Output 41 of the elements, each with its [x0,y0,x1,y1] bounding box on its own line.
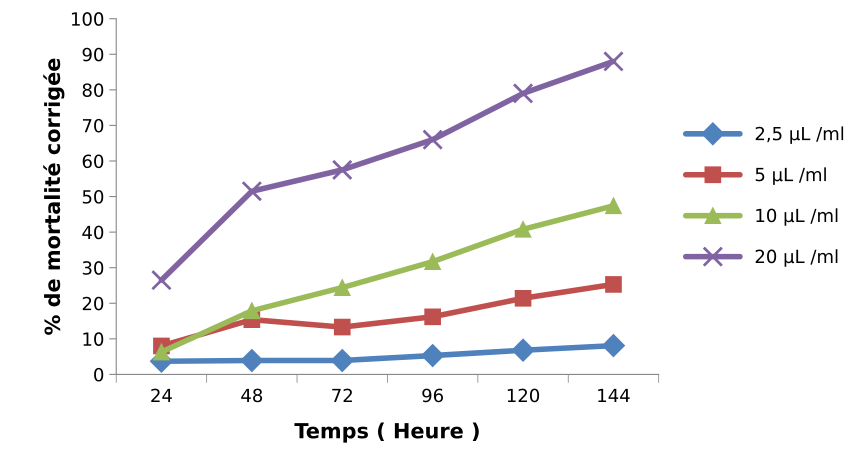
x-tick-label: 24 [151,388,172,402]
y-tick-label: 80 [82,83,104,97]
legend-label: 10 µL /ml [756,208,838,226]
point [514,220,532,238]
point [603,50,624,72]
point [514,290,532,307]
y-tick-label: 70 [82,118,104,133]
point [421,344,444,368]
y-tick-label: 30 [82,261,104,275]
point [605,197,622,214]
y-tick-label: 50 [82,190,104,204]
point [241,180,262,202]
y-tick-label: 40 [82,226,104,240]
y-tick-label: 10 [83,332,104,346]
y-tick-label: 100 [72,12,104,26]
x-axis-title: Temps ( Heure ) [294,422,479,443]
point [334,279,351,296]
point [151,270,172,291]
point [605,276,622,293]
legend-label: 5 µL /ml [756,167,826,185]
point [244,302,260,320]
x-tick-label: 120 [508,388,540,402]
point [422,129,444,150]
x-tick-label: 96 [422,388,444,402]
x-tick-label: 72 [332,388,352,402]
x-tick-label: 48 [241,388,262,402]
point [153,344,170,360]
y-axis-title: % de mortalité corrigée [43,58,64,335]
y-tick-label: 20 [82,296,104,310]
point [332,159,353,180]
y-tick-label: 0 [94,368,104,382]
y-tick-label: 90 [82,48,104,62]
point [334,318,351,336]
y-tick-label: 60 [82,154,104,168]
point [424,308,441,326]
legend-label: 2,5 µL /ml [756,126,844,144]
point [424,253,441,270]
x-tick-label: 144 [598,388,630,402]
point [512,82,534,104]
point [602,334,625,358]
legend-label: 20 µL /ml [756,249,838,267]
